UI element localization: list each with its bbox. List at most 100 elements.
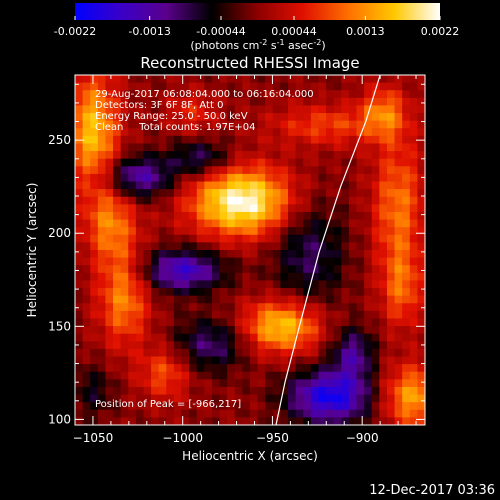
heatmap-cell [280,219,289,228]
heatmap-cell [242,379,251,388]
heatmap-cell [143,227,152,236]
heatmap-cell [166,386,175,396]
heatmap-cell [90,364,99,373]
heatmap-cell [288,341,297,350]
heatmap-cell [333,356,342,365]
heatmap-cell [173,303,183,312]
heatmap-cell [265,227,274,236]
heatmap-cell [318,341,327,350]
heatmap-cell [280,257,289,266]
heatmap-cell [394,318,403,327]
heatmap-cell [90,151,99,160]
heatmap-cell [257,272,266,282]
heatmap-cell [288,295,297,304]
heatmap-cell [166,151,175,160]
heatmap-cell [120,143,129,152]
heatmap-cell [75,105,84,114]
heatmap-cell [90,402,99,411]
heatmap-cell [318,173,327,183]
heatmap-cell [257,402,266,411]
heatmap-cell [135,417,145,425]
heatmap-cell [257,417,266,425]
heatmap-cell [151,326,160,335]
heatmap-cell [105,272,114,282]
heatmap-cell [166,371,175,380]
heatmap-cell [386,97,396,107]
heatmap-cell [82,265,91,274]
heatmap-cell [318,417,327,425]
heatmap-cell [90,265,99,274]
heatmap-cell [257,158,266,167]
heatmap-cell [386,158,396,167]
heatmap-cell [97,409,107,418]
heatmap-cell [82,234,91,243]
heatmap-cell [272,120,282,129]
heatmap-cell [158,242,167,251]
heatmap-cell [356,371,365,380]
heatmap-cell [303,310,312,320]
heatmap-cell [379,257,388,266]
heatmap-cell [250,227,259,236]
heatmap-cell [310,280,320,289]
heatmap-cell [234,75,243,84]
heatmap-cell [166,75,175,84]
heatmap-cell [364,265,373,274]
heatmap-cell [288,143,297,152]
heatmap-cell [303,288,312,297]
heatmap-cell [219,166,228,175]
heatmap-cell [211,97,221,107]
heatmap-cell [394,135,403,145]
heatmap-cell [181,158,190,167]
heatmap-cell [341,151,350,160]
heatmap-cell [371,402,380,411]
heatmap-cell [341,113,350,122]
heatmap-cell [135,181,145,190]
heatmap-cell [379,105,388,114]
heatmap-cell [379,265,388,274]
heatmap-cell [181,386,190,396]
heatmap-cell [196,394,205,403]
heatmap-cell [97,394,107,403]
x-axis: −1050 −1000 −950 −900 [73,75,417,445]
heatmap-cell [265,151,274,160]
heatmap-cell [234,348,243,358]
heatmap-cell [120,158,129,167]
heatmap-cell [227,158,236,167]
heatmap-cell [295,341,304,350]
heatmap-cell [272,75,282,84]
heatmap-cell [402,303,411,312]
heatmap-cell [295,409,304,418]
heatmap-cell [386,143,396,152]
heatmap-cell [265,189,274,198]
heatmap-cell [356,341,365,350]
annotation-time-range: 29-Aug-2017 06:08:04.000 to 06:16:04.000 [95,89,314,100]
heatmap-cell [173,371,183,380]
heatmap-cell [371,166,380,175]
heatmap-cell [364,295,373,304]
heatmap-cell [417,250,425,259]
heatmap-cell [409,326,418,335]
heatmap-cell [326,364,335,373]
heatmap-cell [82,97,91,107]
heatmap-cell [318,181,327,190]
heatmap-cell [250,181,259,190]
heatmap-cell [143,151,152,160]
heatmap-cell [371,227,380,236]
heatmap-cell [364,196,373,205]
heatmap-cell [333,371,342,380]
heatmap-cell [326,211,335,221]
heatmap-cell [128,113,137,122]
heatmap-cell [204,341,213,350]
heatmap-cell [234,417,243,425]
heatmap-cell [196,295,205,304]
heatmap-cell [189,409,198,418]
heatmap-cell [250,97,259,107]
heatmap-cell [371,272,380,282]
heatmap-cell [151,151,160,160]
heatmap-image [75,75,425,425]
heatmap-cell [318,90,327,99]
heatmap-cell [257,143,266,152]
heatmap-cell [113,265,122,274]
heatmap-cell [386,280,396,289]
heatmap-cell [211,204,221,213]
